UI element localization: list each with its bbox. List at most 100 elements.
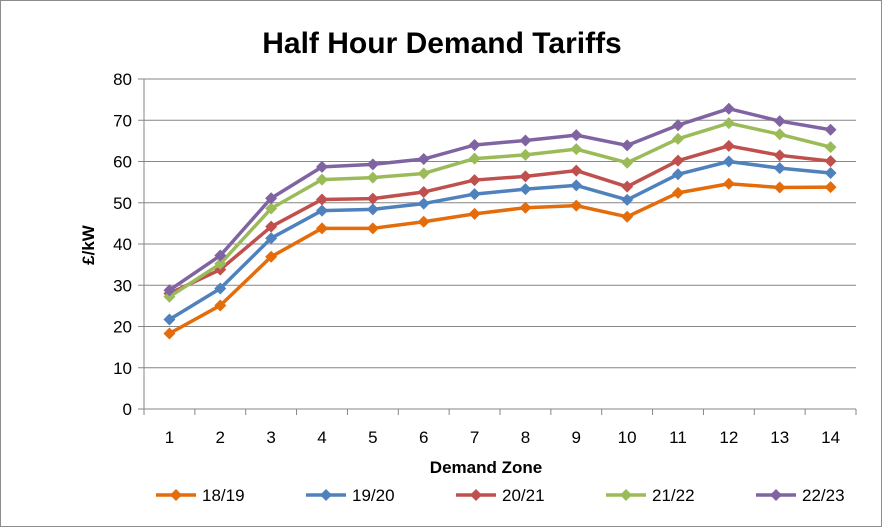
data-point <box>417 167 430 180</box>
x-tick-label: 8 <box>521 428 530 447</box>
x-tick-label: 14 <box>821 428 840 447</box>
data-point <box>316 173 328 186</box>
data-point <box>621 139 634 152</box>
x-tick-label: 3 <box>266 428 275 447</box>
y-tick-label: 50 <box>113 194 132 213</box>
data-point <box>265 202 278 215</box>
data-point <box>519 170 532 183</box>
series-lines <box>163 102 837 340</box>
legend-marker <box>620 489 632 501</box>
y-tick-label: 0 <box>123 400 132 419</box>
x-tick-label: 7 <box>470 428 479 447</box>
data-point <box>468 139 481 151</box>
legend-marker <box>320 489 332 501</box>
data-point <box>722 117 735 130</box>
y-tick-label: 10 <box>113 359 132 378</box>
data-point <box>722 102 735 115</box>
y-tick-label: 20 <box>113 318 132 337</box>
y-tick-label: 70 <box>113 111 132 130</box>
data-point <box>366 171 379 184</box>
legend-marker <box>470 489 482 501</box>
data-point <box>672 132 684 145</box>
data-point <box>672 119 684 132</box>
axes <box>138 78 857 415</box>
data-point <box>265 250 278 263</box>
data-point <box>773 115 786 128</box>
series-18-19 <box>163 177 837 340</box>
series-line <box>168 159 831 321</box>
x-tick-label: 12 <box>719 428 738 447</box>
data-point <box>519 148 532 161</box>
data-point <box>316 222 328 235</box>
x-tick-label: 11 <box>669 428 687 447</box>
data-point <box>621 210 634 223</box>
series-line <box>168 182 831 336</box>
data-point <box>163 327 176 340</box>
data-point <box>519 134 532 147</box>
y-tick-label: 80 <box>113 70 132 89</box>
legend-item: 19/20 <box>306 486 395 505</box>
y-tick-label: 60 <box>113 153 132 172</box>
x-tick-label: 13 <box>770 428 789 447</box>
series-21-22 <box>163 117 837 303</box>
chart-title: Half Hour Demand Tariffs <box>262 27 622 60</box>
legend-item: 20/21 <box>456 486 545 505</box>
data-point <box>519 201 532 214</box>
series-line <box>168 106 831 292</box>
legend-item: 18/19 <box>156 486 245 505</box>
legend-item: 22/23 <box>756 486 845 505</box>
data-point <box>468 174 481 187</box>
data-point <box>519 183 532 196</box>
x-tick-label: 6 <box>419 428 428 447</box>
legend-label: 18/19 <box>202 486 245 505</box>
x-tick-label: 9 <box>572 428 581 447</box>
legend-label: 19/20 <box>352 486 395 505</box>
data-point <box>214 299 227 312</box>
data-point <box>265 192 278 205</box>
data-point <box>265 220 278 233</box>
x-tick-label: 2 <box>216 428 225 447</box>
data-point <box>417 186 430 199</box>
data-point <box>824 123 837 136</box>
data-point <box>417 197 430 210</box>
series-22-23 <box>163 102 837 297</box>
data-point <box>570 199 583 212</box>
data-point <box>621 193 634 206</box>
data-point <box>316 193 328 206</box>
series-19-20 <box>163 155 837 326</box>
legend-item: 21/22 <box>606 486 695 505</box>
y-axis-label: £/kW <box>79 224 98 265</box>
data-point <box>672 168 684 181</box>
data-point <box>621 156 634 169</box>
data-point <box>316 160 328 173</box>
x-axis-label: Demand Zone <box>430 458 542 477</box>
y-tick-label: 30 <box>113 276 132 295</box>
data-point <box>722 155 735 168</box>
data-point <box>824 181 837 194</box>
data-point <box>417 215 430 228</box>
data-point <box>366 222 379 235</box>
data-point <box>722 139 735 152</box>
data-point <box>366 192 379 205</box>
data-point <box>722 177 735 190</box>
data-point <box>773 149 786 162</box>
legend-label: 22/23 <box>802 486 845 505</box>
data-point <box>214 257 227 270</box>
legend-label: 20/21 <box>502 486 545 505</box>
data-point <box>824 155 837 168</box>
data-point <box>570 164 583 177</box>
data-point <box>672 154 684 167</box>
series-line <box>168 144 831 296</box>
data-point <box>214 282 227 295</box>
data-point <box>163 290 176 303</box>
series-line <box>168 121 831 299</box>
legend-label: 21/22 <box>652 486 695 505</box>
x-tick-label: 1 <box>165 428 174 447</box>
x-tick-label: 10 <box>618 428 637 447</box>
data-point <box>163 313 176 326</box>
data-point <box>621 180 634 193</box>
data-point <box>366 203 379 216</box>
grid-lines <box>144 78 856 369</box>
